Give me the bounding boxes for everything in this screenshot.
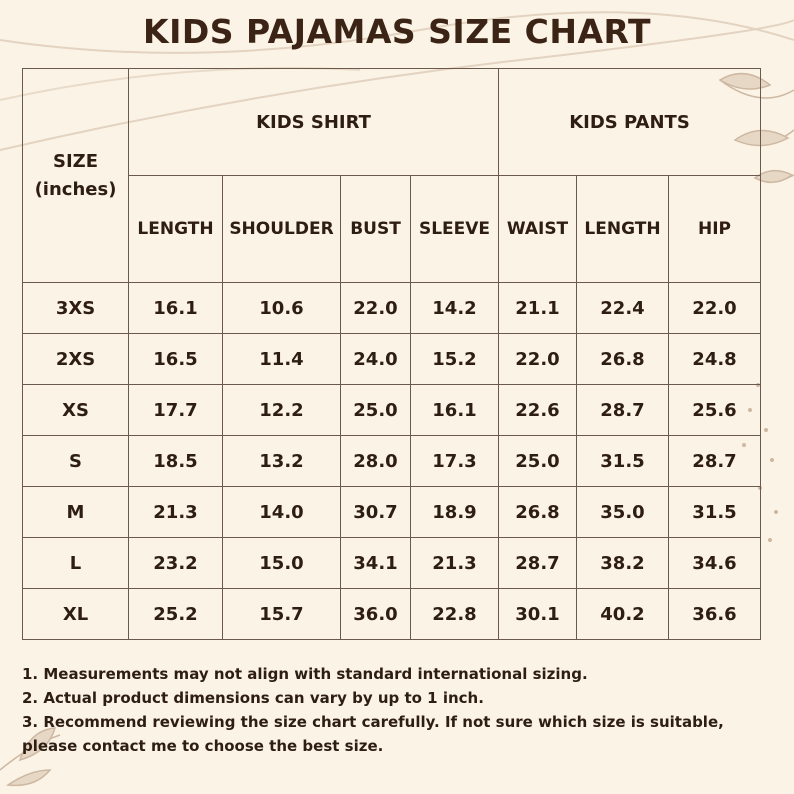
table-row: 2XS 16.5 11.4 24.0 15.2 22.0 26.8 24.8 [22,333,762,385]
table-cell: 14.0 [222,486,341,538]
size-label: L [22,537,129,589]
group-header-pants: KIDS PANTS [497,68,762,176]
table-row: XL 25.2 15.7 36.0 22.8 30.1 40.2 36.6 [22,588,762,640]
table-cell: 30.1 [498,588,577,640]
table-cell: 17.7 [128,384,223,436]
table-cell: 28.7 [498,537,577,589]
table-cell: 28.7 [667,435,762,487]
table-cell: 11.4 [222,333,341,385]
table-cell: 16.1 [128,282,223,334]
size-header-label: SIZE [52,150,98,172]
table-cell: 18.5 [128,435,223,487]
table-cell: 36.0 [340,588,411,640]
table-cell: 31.5 [576,435,669,487]
group-header-shirt: KIDS SHIRT [128,68,499,176]
table-cell: 22.0 [340,282,411,334]
table-row: M 21.3 14.0 30.7 18.9 26.8 35.0 31.5 [22,486,762,538]
table-cell: 15.0 [222,537,341,589]
size-rows: 3XS 16.1 10.6 22.0 14.2 21.1 22.4 22.0 2XS 16.5 11… [22,282,762,640]
table-cell: 17.3 [410,435,499,487]
column-header: LENGTH [128,175,223,283]
table-cell: 34.6 [667,537,762,589]
size-header-unit: (inches) [34,178,117,200]
size-label: XL [22,588,129,640]
table-cell: 36.6 [667,588,762,640]
table-cell: 25.0 [498,435,577,487]
table-cell: 22.6 [498,384,577,436]
table-cell: 22.4 [576,282,669,334]
table-cell: 28.7 [576,384,669,436]
table-cell: 21.1 [498,282,577,334]
table-row: XS 17.7 12.2 25.0 16.1 22.6 28.7 25.6 [22,384,762,436]
note-item: 3. Recommend reviewing the size chart ca… [22,713,724,755]
column-header: SLEEVE [410,175,499,283]
table-cell: 22.0 [667,282,762,334]
note-item: 2. Actual product dimensions can vary by… [22,689,484,707]
column-header: BUST [340,175,411,283]
size-label: XS [22,384,129,436]
size-label: M [22,486,129,538]
table-cell: 16.5 [128,333,223,385]
table-cell: 18.9 [410,486,499,538]
size-label: 3XS [22,282,129,334]
table-row: S 18.5 13.2 28.0 17.3 25.0 31.5 28.7 [22,435,762,487]
table-cell: 23.2 [128,537,223,589]
table-cell: 35.0 [576,486,669,538]
table-cell: 31.5 [667,486,762,538]
table-cell: 10.6 [222,282,341,334]
column-header: SHOULDER [222,175,341,283]
note-item: 1. Measurements may not align with stand… [22,665,588,683]
size-header: SIZE (inches) [22,68,129,283]
table-cell: 25.0 [340,384,411,436]
table-cell: 40.2 [576,588,669,640]
column-header: LENGTH [576,175,669,283]
table-cell: 21.3 [410,537,499,589]
table-cell: 38.2 [576,537,669,589]
table-cell: 26.8 [576,333,669,385]
table-cell: 22.0 [498,333,577,385]
table-cell: 24.8 [667,333,762,385]
table-cell: 25.6 [667,384,762,436]
table-cell: 30.7 [340,486,411,538]
table-cell: 34.1 [340,537,411,589]
size-label: 2XS [22,333,129,385]
size-chart-table: SIZE (inches) KIDS SHIRT KIDS PANTS LENG… [22,68,762,640]
table-row: L 23.2 15.0 34.1 21.3 28.7 38.2 34.6 [22,537,762,589]
table-row: 3XS 16.1 10.6 22.0 14.2 21.1 22.4 22.0 [22,282,762,334]
table-cell: 28.0 [340,435,411,487]
size-label: S [22,435,129,487]
column-header: WAIST [498,175,577,283]
table-cell: 12.2 [222,384,341,436]
table-cell: 26.8 [498,486,577,538]
notes: 1. Measurements may not align with stand… [22,662,782,758]
table-cell: 14.2 [410,282,499,334]
table-cell: 24.0 [340,333,411,385]
page-title: KIDS PAJAMAS SIZE CHART [143,12,651,51]
table-cell: 15.2 [410,333,499,385]
table-cell: 15.7 [222,588,341,640]
table-cell: 25.2 [128,588,223,640]
table-cell: 21.3 [128,486,223,538]
column-header: HIP [667,175,762,283]
table-cell: 16.1 [410,384,499,436]
table-cell: 22.8 [410,588,499,640]
table-cell: 13.2 [222,435,341,487]
